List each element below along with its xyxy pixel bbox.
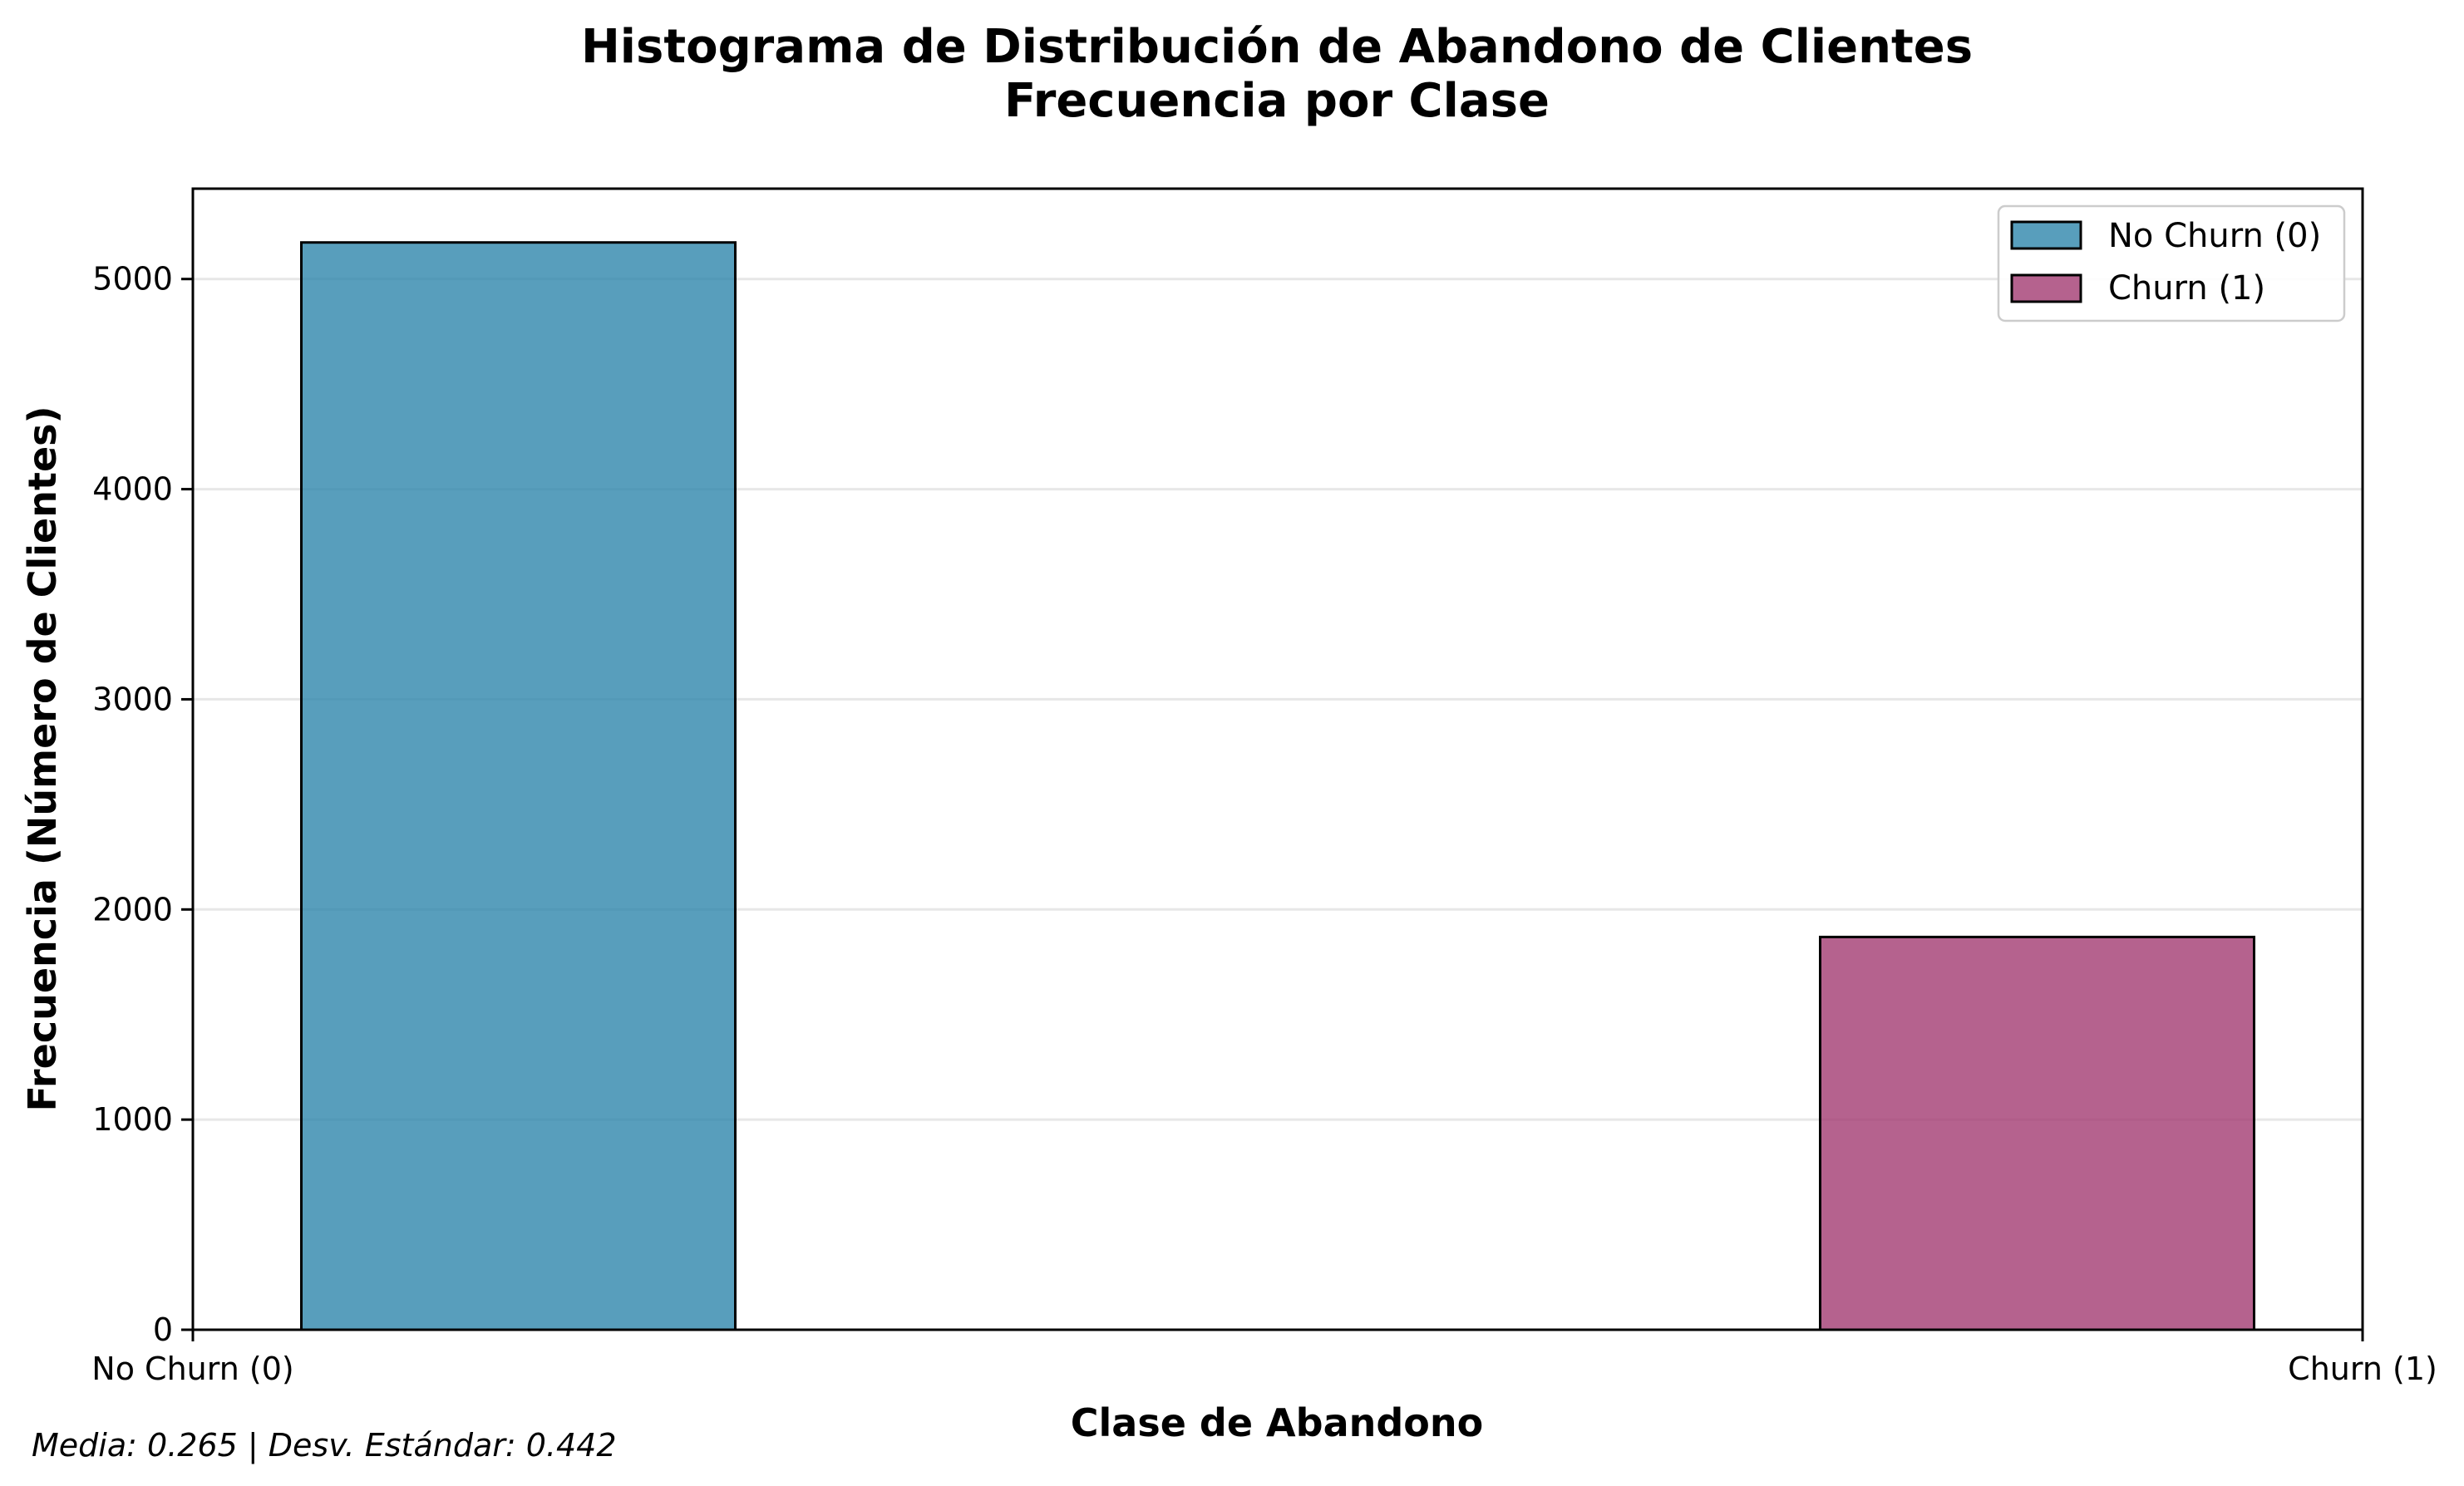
y-tick-label: 1000: [92, 1101, 173, 1138]
legend-label-churn: Churn (1): [2108, 269, 2265, 308]
bar-no-churn-0: [300, 241, 737, 1331]
stats-annotation: Media: 0.265 | Desv. Estándar: 0.442: [32, 1427, 617, 1464]
bar-churn-3: [1819, 935, 2255, 1331]
legend-box: [1997, 204, 2346, 322]
x-tick-label: No Churn (0): [91, 1351, 293, 1387]
y-tick-label: 2000: [92, 891, 173, 928]
y-tick-label: 3000: [92, 681, 173, 717]
legend-swatch-no-churn: [2010, 220, 2082, 250]
legend-label-no-churn: No Churn (0): [2108, 217, 2321, 255]
bars: [300, 241, 2255, 1331]
y-tick-label: 4000: [92, 471, 173, 508]
y-tick-label: 5000: [92, 261, 173, 298]
chart-subtitle: Frecuencia por Clase: [1004, 74, 1550, 128]
x-axis-label: Clase de Abandono: [1071, 1400, 1484, 1445]
chart-title: Histograma de Distribución de Abandono d…: [581, 20, 1973, 74]
y-tick-label: 0: [153, 1311, 173, 1348]
y-axis-ticks: 0 1000 2000 3000 4000 5000: [92, 261, 193, 1348]
y-axis-label: Frecuencia (Número de Clientes): [20, 406, 65, 1111]
legend: No Churn (0) Churn (1): [1997, 204, 2346, 322]
plot-area-frame: [191, 187, 2364, 1331]
x-tick-label: Churn (1): [2288, 1351, 2437, 1387]
legend-swatch-churn: [2010, 273, 2082, 303]
x-axis-ticks: No Churn (0) Churn (1): [91, 1330, 2437, 1387]
